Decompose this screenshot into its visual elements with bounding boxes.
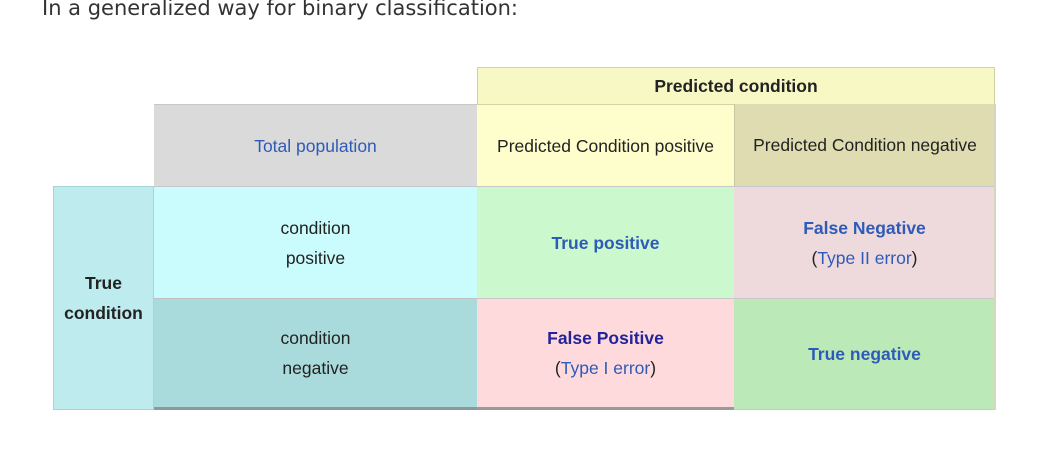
false-negative-link[interactable]: False Negative (803, 217, 926, 238)
paren-open: ( (554, 358, 561, 378)
intro-text: In a generalized way for binary classifi… (42, 0, 519, 20)
false-positive-link[interactable]: False Positive (547, 328, 664, 348)
predicted-condition-header: Predicted condition (477, 67, 995, 104)
predicted-negative-header: Predicted Condition negative (734, 104, 995, 186)
paren-open: ( (811, 247, 818, 268)
predicted-positive-label: Predicted Condition positive (497, 135, 714, 156)
true-positive-cell: True positive (477, 186, 734, 298)
false-negative-type-line: (Type II error) (812, 243, 918, 273)
condition-positive-line1: condition (280, 217, 351, 238)
false-positive-cell: False Positive (Type I error) (477, 298, 734, 410)
true-negative-link[interactable]: True negative (808, 344, 921, 364)
paren-close: ) (911, 247, 918, 268)
condition-positive-line2: positive (285, 247, 346, 268)
true-negative-cell: True negative (734, 298, 995, 410)
total-population-link[interactable]: Total population (254, 135, 377, 156)
predicted-negative-label: Predicted Condition negative (753, 135, 977, 155)
true-condition-label-line2: condition (64, 303, 143, 323)
true-positive-link[interactable]: True positive (551, 232, 660, 253)
condition-negative-cell: condition negative (154, 298, 477, 410)
false-positive-type-line: (Type I error) (555, 353, 656, 383)
false-negative-cell: False Negative (Type II error) (734, 186, 995, 298)
type-ii-error-link[interactable]: Type II error (817, 247, 912, 268)
condition-positive-cell: condition positive (154, 186, 477, 298)
true-condition-label-line1: True (85, 273, 122, 293)
table-right-border (994, 104, 996, 410)
predicted-positive-header: Predicted Condition positive (477, 104, 734, 186)
true-condition-header: True condition (53, 186, 154, 410)
condition-negative-line1: condition (280, 328, 351, 348)
paren-close: ) (650, 358, 657, 378)
condition-negative-line2: negative (282, 358, 349, 378)
predicted-condition-label: Predicted condition (654, 76, 818, 96)
total-population-cell: Total population (154, 104, 477, 186)
type-i-error-link[interactable]: Type I error (560, 358, 651, 378)
